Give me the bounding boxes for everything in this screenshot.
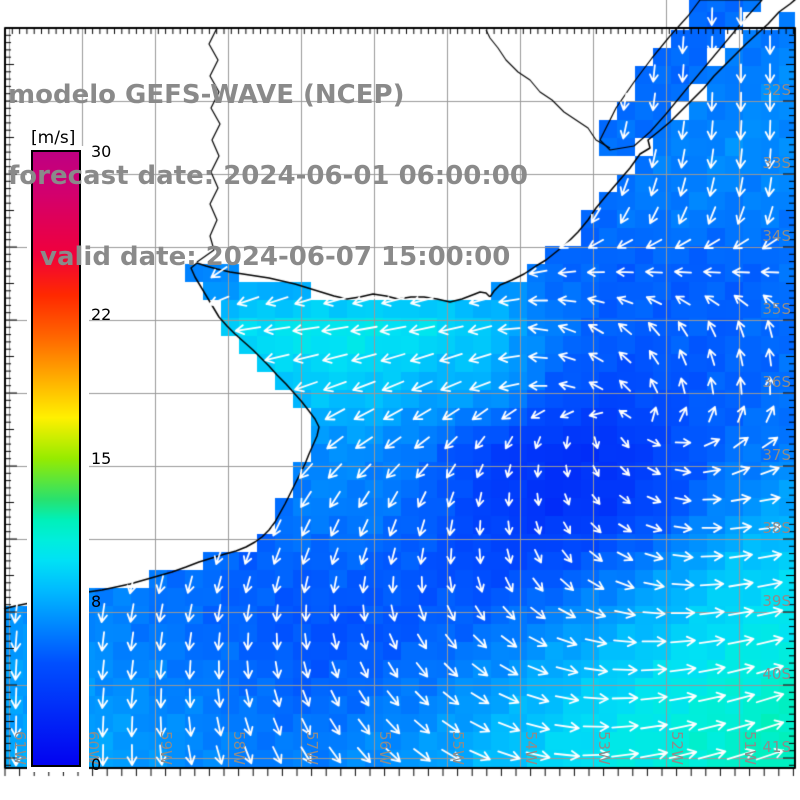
colorbar-tick-label: 0 xyxy=(91,755,102,774)
colorbar-gradient xyxy=(31,150,81,767)
colorbar xyxy=(27,146,89,772)
colorbar-tick-label: 30 xyxy=(91,142,112,161)
colorbar-tick-label: 8 xyxy=(91,591,102,611)
colorbar-tick-label: 22 xyxy=(91,305,112,325)
colorbar-tick-label: 15 xyxy=(91,448,112,468)
colorbar-unit-label: [m/s] xyxy=(31,128,76,148)
